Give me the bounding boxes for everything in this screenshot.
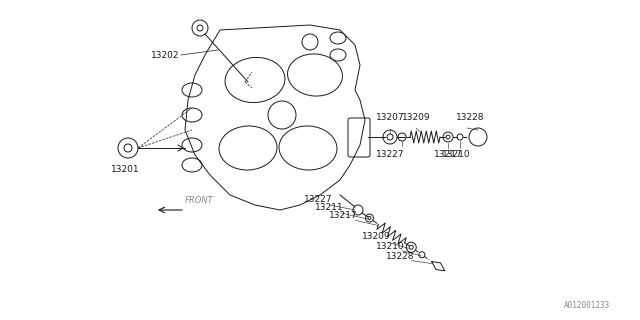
Text: 13202: 13202	[151, 51, 179, 60]
Text: 13227: 13227	[304, 195, 332, 204]
Text: 13228: 13228	[385, 252, 414, 260]
Text: FRONT: FRONT	[185, 196, 214, 205]
Text: A012001233: A012001233	[564, 301, 610, 310]
Text: 13227: 13227	[376, 150, 404, 159]
Text: 13228: 13228	[456, 113, 484, 122]
Text: 13217: 13217	[434, 150, 462, 159]
Text: 13210: 13210	[442, 150, 470, 159]
Text: 13209: 13209	[362, 232, 390, 241]
Text: 13209: 13209	[402, 113, 430, 122]
Text: 13211: 13211	[315, 203, 344, 212]
Text: 13210: 13210	[376, 242, 404, 251]
Text: 13207: 13207	[376, 113, 404, 122]
Text: 13201: 13201	[111, 165, 140, 174]
Text: 13217: 13217	[329, 211, 358, 220]
